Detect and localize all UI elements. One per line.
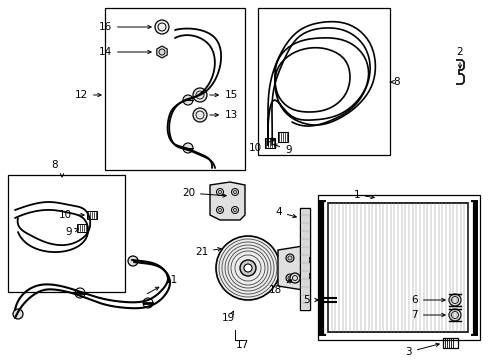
Circle shape <box>155 20 169 34</box>
Text: 18: 18 <box>269 280 292 295</box>
Circle shape <box>13 309 23 319</box>
Bar <box>77 224 87 232</box>
Circle shape <box>449 309 461 321</box>
Text: 5: 5 <box>303 295 318 305</box>
Bar <box>258 8 390 155</box>
Bar <box>443 338 458 348</box>
Bar <box>328 203 468 332</box>
Circle shape <box>231 189 239 195</box>
Text: 13: 13 <box>210 110 238 120</box>
Bar <box>278 132 288 142</box>
Text: 19: 19 <box>221 313 235 323</box>
Bar <box>105 8 245 170</box>
Bar <box>265 138 275 148</box>
Polygon shape <box>210 182 245 220</box>
Circle shape <box>183 95 193 105</box>
Text: 4: 4 <box>275 207 296 218</box>
Circle shape <box>216 236 280 300</box>
Text: 7: 7 <box>412 310 445 320</box>
Text: 20: 20 <box>182 188 226 198</box>
Circle shape <box>290 273 300 283</box>
Text: 6: 6 <box>412 295 445 305</box>
Bar <box>318 195 480 340</box>
Text: 9: 9 <box>65 227 78 237</box>
Text: 17: 17 <box>235 340 248 350</box>
Text: 10: 10 <box>59 210 84 220</box>
Text: 21: 21 <box>195 247 221 257</box>
Text: 2: 2 <box>457 47 464 68</box>
Text: 16: 16 <box>99 22 151 32</box>
Text: 1: 1 <box>353 190 374 200</box>
Circle shape <box>158 49 166 55</box>
Bar <box>301 210 309 310</box>
Text: 10: 10 <box>249 139 274 153</box>
Text: 9: 9 <box>273 144 292 155</box>
Circle shape <box>286 274 294 282</box>
Text: 8: 8 <box>393 77 400 87</box>
Text: 8: 8 <box>51 160 58 170</box>
Circle shape <box>217 207 223 213</box>
Polygon shape <box>278 246 308 290</box>
Circle shape <box>128 256 138 266</box>
Circle shape <box>302 256 310 264</box>
Bar <box>8 175 125 292</box>
Circle shape <box>193 108 207 122</box>
Circle shape <box>158 49 166 55</box>
Circle shape <box>158 49 166 55</box>
Circle shape <box>183 143 193 153</box>
Circle shape <box>217 189 223 195</box>
Circle shape <box>302 272 310 280</box>
Text: 15: 15 <box>210 90 238 100</box>
Circle shape <box>244 264 252 272</box>
Text: 11: 11 <box>147 275 178 294</box>
Bar <box>300 208 310 310</box>
Circle shape <box>286 254 294 262</box>
Text: 3: 3 <box>405 343 439 357</box>
Bar <box>87 211 97 219</box>
Circle shape <box>231 207 239 213</box>
Circle shape <box>240 260 256 276</box>
Circle shape <box>449 294 461 306</box>
Text: 12: 12 <box>75 90 101 100</box>
Text: 14: 14 <box>99 47 151 57</box>
Circle shape <box>193 88 207 102</box>
